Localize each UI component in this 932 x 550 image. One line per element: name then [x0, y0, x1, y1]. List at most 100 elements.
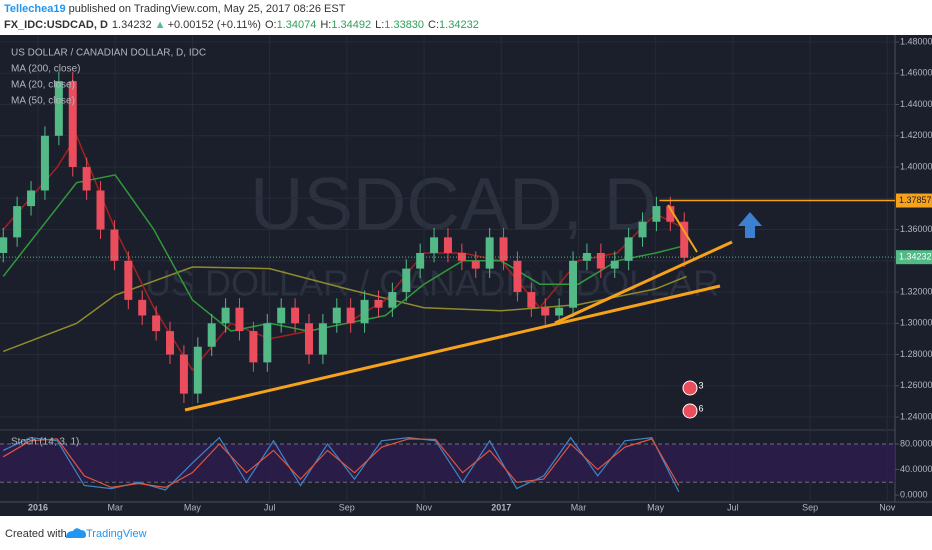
candle-body [263, 323, 272, 363]
candle-body [27, 190, 36, 207]
candle-body [610, 260, 619, 269]
y-tick-label: 1.28000 [900, 349, 932, 359]
y-tick-label: 1.30000 [900, 318, 932, 328]
candle-body [374, 299, 383, 308]
footer-text: Created with [5, 528, 67, 540]
arrow: ▲ [155, 19, 166, 31]
x-tick-label: Jul [727, 502, 739, 512]
candle-body [402, 268, 411, 293]
x-tick-label: May [184, 502, 202, 512]
footer-bg [0, 516, 932, 550]
change: +0.00152 (+0.11%) [168, 19, 261, 31]
candle-body [0, 237, 8, 253]
candle-body [221, 307, 230, 324]
candle-body [318, 323, 327, 355]
x-tick-label: 2017 [491, 502, 511, 512]
candle-body [430, 237, 439, 253]
author[interactable]: Tellechea19 [4, 3, 66, 15]
l-value: 1.33830 [384, 19, 424, 31]
x-tick-label: Sep [802, 502, 818, 512]
candle-body [124, 260, 133, 300]
candle-body [152, 315, 161, 332]
watermark: USDCAD, D [250, 163, 657, 246]
logo [66, 528, 86, 538]
x-tick-label: May [647, 502, 665, 512]
candle-body [13, 206, 22, 238]
stoch-title: Stoch (14, 3, 1) [11, 437, 79, 448]
candle-body [638, 221, 647, 238]
candle-body [332, 307, 341, 324]
legend-entry: MA (50, close) [11, 96, 75, 107]
level-label-bg [896, 193, 932, 208]
candle-body [110, 229, 119, 261]
candle-body [499, 237, 508, 261]
candle-body [555, 307, 564, 316]
x-tick-label: Mar [107, 502, 123, 512]
candle-body [666, 206, 675, 222]
y-tick-label: 1.26000 [900, 380, 932, 390]
x-tick-label: 2016 [28, 502, 48, 512]
candle-body [569, 260, 578, 308]
y-tick-label: 1.44000 [900, 99, 932, 109]
y-tick-label: 1.40000 [900, 161, 932, 171]
x-tick-label: Nov [879, 502, 896, 512]
header-bg [0, 0, 932, 35]
y-tick-label: 80.0000 [900, 438, 932, 448]
candle-body [582, 252, 591, 261]
symbol: FX_IDC:USDCAD, D [4, 19, 108, 31]
candle-body [166, 331, 175, 355]
level-label: 1.37857 [899, 195, 932, 205]
candle-body [485, 237, 494, 269]
stoch-band [0, 443, 895, 483]
event-count: 6 [698, 403, 703, 413]
y-tick-label: 1.48000 [900, 36, 932, 46]
legend-entry: MA (200, close) [11, 64, 80, 75]
arrow-up [738, 212, 762, 238]
y-tick-label: 1.32000 [900, 286, 932, 296]
y-tick-label: 1.24000 [900, 411, 932, 421]
candle-body [513, 260, 522, 293]
footer-brand[interactable]: TradingView [86, 528, 147, 540]
o-label: O: [265, 19, 277, 31]
candle-body [541, 307, 550, 316]
candle-body [360, 299, 369, 324]
candle-body [82, 167, 91, 191]
o-value: 1.34074 [277, 19, 317, 31]
x-tick-label: Jul [264, 502, 276, 512]
legend-entry: MA (20, close) [11, 80, 75, 91]
stoch-line [2, 438, 680, 489]
candle-body [138, 299, 147, 316]
y-tick-label: 1.36000 [900, 224, 932, 234]
candle-body [249, 331, 258, 363]
last-price-bg [896, 250, 932, 265]
candle-body [471, 260, 480, 269]
candle-body [277, 307, 286, 324]
h-label: H: [320, 19, 331, 31]
l-label: L: [375, 19, 384, 31]
event-count: 3 [698, 380, 703, 390]
header-line2: FX_IDC:USDCAD, D 1.34232 ▲ +0.00152 (+0.11%… [4, 19, 479, 31]
candle-body [596, 252, 605, 269]
candle-body [54, 81, 63, 136]
candle-body [96, 190, 105, 230]
price: 1.34232 [112, 19, 152, 31]
candle-body [457, 252, 466, 261]
candle-body [40, 135, 49, 191]
event-flag[interactable] [682, 403, 698, 419]
x-tick-label: Sep [339, 502, 355, 512]
candle-body [207, 323, 216, 347]
candle-body [68, 81, 77, 168]
y-tick-label: 1.46000 [900, 68, 932, 78]
y-tick-label: 1.42000 [900, 130, 932, 140]
published: published on TradingView.com, May 25, 20… [66, 3, 346, 15]
candle-body [193, 346, 202, 394]
x-tick-label: Nov [416, 502, 433, 512]
candle-body [235, 307, 244, 332]
chart-bg [0, 35, 932, 516]
legend-title: US DOLLAR / CANADIAN DOLLAR, D, IDC [11, 48, 206, 59]
candle-body [346, 307, 355, 324]
candle-body [179, 354, 188, 394]
event-flag[interactable] [682, 380, 698, 396]
candle-body [680, 221, 689, 258]
